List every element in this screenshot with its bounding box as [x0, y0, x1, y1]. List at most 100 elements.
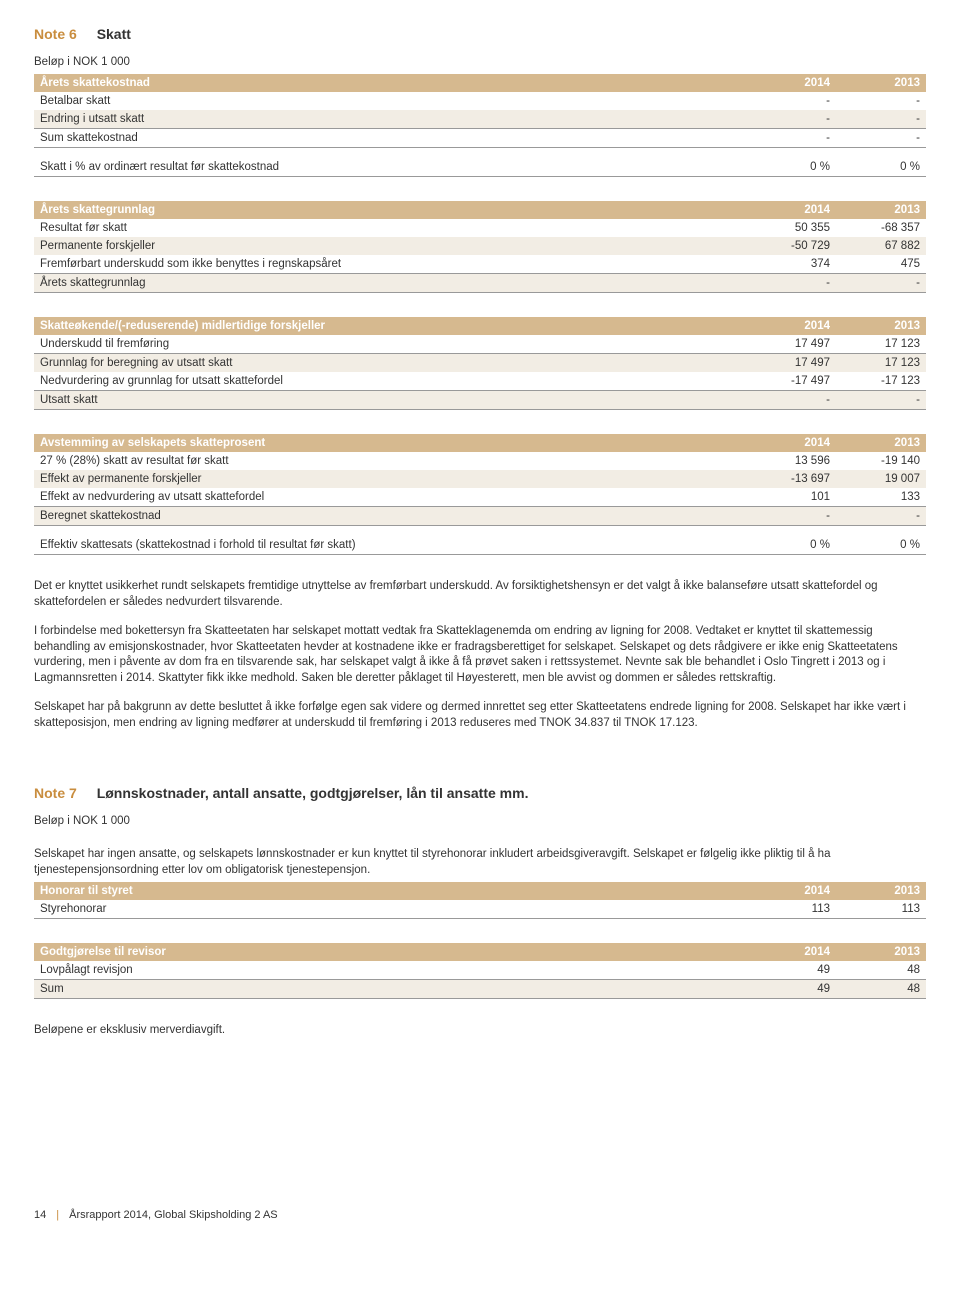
cell-label: Sum skattekostnad [34, 129, 746, 148]
cell-value: -68 357 [836, 219, 926, 237]
note7-intro: Selskapet har ingen ansatte, og selskape… [34, 847, 926, 878]
header-y1: 2014 [746, 882, 836, 900]
note7-footnote: Beløpene er eksklusiv merverdiavgift. [34, 1023, 926, 1039]
table-row: Effektiv skattesats (skattekostnad i for… [34, 536, 926, 555]
header-y1: 2014 [746, 317, 836, 335]
header-label: Årets skattekostnad [34, 74, 746, 92]
footer-report-name: Årsrapport 2014, Global Skipsholding 2 A… [69, 1209, 278, 1221]
note7-unit: Beløp i NOK 1 000 [34, 815, 926, 827]
cell-value: - [836, 274, 926, 293]
header-label: Honorar til styret [34, 882, 746, 900]
table-row: Resultat før skatt 50 355 -68 357 [34, 219, 926, 237]
header-y2: 2013 [836, 74, 926, 92]
table-row: Skatt i % av ordinært resultat før skatt… [34, 158, 926, 177]
note7-number: Note 7 [34, 785, 77, 801]
note7-title: Lønnskostnader, antall ansatte, godtgjør… [97, 785, 529, 801]
note7-heading: Note 7 Lønnskostnader, antall ansatte, g… [34, 785, 926, 801]
note6-heading: Note 6 Skatt [34, 26, 926, 42]
table-row-sum: Årets skattegrunnlag - - [34, 274, 926, 293]
table-row-sum: Beregnet skattekostnad - - [34, 507, 926, 526]
cell-value: - [746, 274, 836, 293]
table-skattekostnad-extra: Skatt i % av ordinært resultat før skatt… [34, 158, 926, 177]
cell-label: Lovpålagt revisjon [34, 961, 746, 980]
cell-value: 67 882 [836, 237, 926, 255]
cell-value: 48 [836, 961, 926, 980]
note6-para-2: I forbindelse med bokettersyn fra Skatte… [34, 624, 926, 686]
cell-label: Nedvurdering av grunnlag for utsatt skat… [34, 372, 746, 391]
cell-value: 101 [746, 488, 836, 507]
cell-value: -17 123 [836, 372, 926, 391]
cell-label: Grunnlag for beregning av utsatt skatt [34, 354, 746, 373]
cell-value: 133 [836, 488, 926, 507]
cell-label: Endring i utsatt skatt [34, 110, 746, 129]
cell-label: 27 % (28%) skatt av resultat før skatt [34, 452, 746, 470]
cell-value: 113 [746, 900, 836, 919]
header-label: Avstemming av selskapets skatteprosent [34, 434, 746, 452]
cell-value: -50 729 [746, 237, 836, 255]
cell-value: -13 697 [746, 470, 836, 488]
table-header: Årets skattegrunnlag 2014 2013 [34, 201, 926, 219]
cell-label: Permanente forskjeller [34, 237, 746, 255]
cell-label: Effektiv skattesats (skattekostnad i for… [34, 536, 746, 555]
cell-value: 17 497 [746, 335, 836, 354]
table-row-sum: Sum skattekostnad - - [34, 129, 926, 148]
table-skattekostnad: Årets skattekostnad 2014 2013 Betalbar s… [34, 74, 926, 148]
cell-value: - [746, 391, 836, 410]
cell-value: 374 [746, 255, 836, 274]
note6-para-1: Det er knyttet usikkerhet rundt selskape… [34, 579, 926, 610]
table-row: Endring i utsatt skatt - - [34, 110, 926, 129]
cell-value: 0 % [836, 158, 926, 177]
table-styret: Honorar til styret 2014 2013 Styrehonora… [34, 882, 926, 919]
cell-value: 49 [746, 961, 836, 980]
table-revisor: Godtgjørelse til revisor 2014 2013 Lovpå… [34, 943, 926, 999]
note6-title: Skatt [97, 26, 131, 42]
header-label: Godtgjørelse til revisor [34, 943, 746, 961]
table-header: Godtgjørelse til revisor 2014 2013 [34, 943, 926, 961]
note6-number: Note 6 [34, 26, 77, 42]
cell-label: Sum [34, 980, 746, 999]
header-y2: 2013 [836, 317, 926, 335]
table-row: Grunnlag for beregning av utsatt skatt 1… [34, 354, 926, 373]
cell-label: Skatt i % av ordinært resultat før skatt… [34, 158, 746, 177]
cell-value: 19 007 [836, 470, 926, 488]
cell-value: - [836, 507, 926, 526]
cell-value: - [746, 129, 836, 148]
table-midlertidige: Skatteøkende/(-reduserende) midlertidige… [34, 317, 926, 410]
cell-value: 50 355 [746, 219, 836, 237]
table-row: Betalbar skatt - - [34, 92, 926, 110]
header-y2: 2013 [836, 882, 926, 900]
table-skattegrunnlag: Årets skattegrunnlag 2014 2013 Resultat … [34, 201, 926, 293]
page-footer: 14 | Årsrapport 2014, Global Skipsholdin… [34, 1209, 926, 1221]
cell-value: - [836, 129, 926, 148]
table-row: Effekt av nedvurdering av utsatt skattef… [34, 488, 926, 507]
header-y2: 2013 [836, 943, 926, 961]
cell-label: Styrehonorar [34, 900, 746, 919]
table-header: Avstemming av selskapets skatteprosent 2… [34, 434, 926, 452]
header-y2: 2013 [836, 434, 926, 452]
cell-value: 49 [746, 980, 836, 999]
header-y1: 2014 [746, 201, 836, 219]
header-y1: 2014 [746, 74, 836, 92]
table-header: Årets skattekostnad 2014 2013 [34, 74, 926, 92]
cell-label: Effekt av nedvurdering av utsatt skattef… [34, 488, 746, 507]
cell-value: - [746, 92, 836, 110]
cell-value: 0 % [746, 536, 836, 555]
cell-value: 17 497 [746, 354, 836, 373]
cell-value: 48 [836, 980, 926, 999]
cell-label: Beregnet skattekostnad [34, 507, 746, 526]
cell-value: - [836, 391, 926, 410]
cell-value: - [836, 92, 926, 110]
header-y1: 2014 [746, 943, 836, 961]
table-row: 27 % (28%) skatt av resultat før skatt 1… [34, 452, 926, 470]
note6-para-3: Selskapet har på bakgrunn av dette beslu… [34, 700, 926, 731]
table-row: Underskudd til fremføring 17 497 17 123 [34, 335, 926, 354]
header-y1: 2014 [746, 434, 836, 452]
note6-unit: Beløp i NOK 1 000 [34, 56, 926, 68]
table-row: Effekt av permanente forskjeller -13 697… [34, 470, 926, 488]
cell-label: Utsatt skatt [34, 391, 746, 410]
table-row: Permanente forskjeller -50 729 67 882 [34, 237, 926, 255]
table-row: Styrehonorar 113 113 [34, 900, 926, 919]
table-avstemming: Avstemming av selskapets skatteprosent 2… [34, 434, 926, 526]
table-row-sum: Utsatt skatt - - [34, 391, 926, 410]
table-row: Nedvurdering av grunnlag for utsatt skat… [34, 372, 926, 391]
